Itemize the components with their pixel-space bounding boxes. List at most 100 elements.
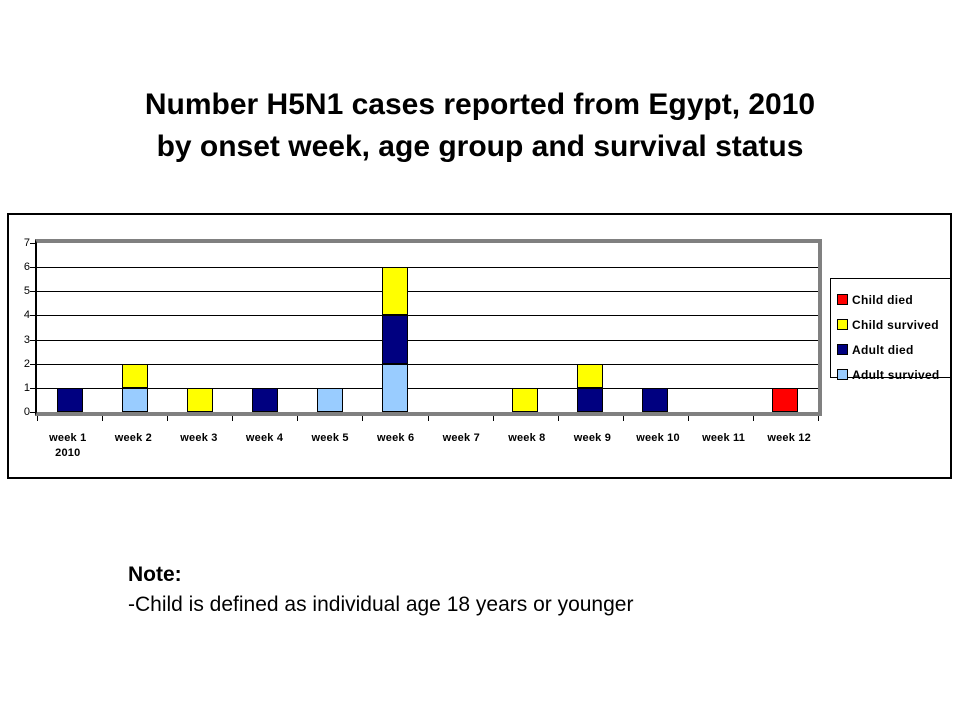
x-tick: [818, 416, 819, 421]
bar-segment: [381, 363, 408, 412]
bar-column: [167, 243, 232, 412]
gridline: [37, 267, 818, 269]
x-tick-label-text: week 7: [442, 432, 480, 444]
x-tick-label-text: week 9: [573, 432, 612, 444]
x-tick: [752, 416, 754, 421]
x-tick-label-text: week 5: [311, 432, 349, 444]
y-tick: [30, 315, 35, 317]
x-tick: [362, 416, 364, 421]
bar-segment: [121, 387, 148, 412]
x-tick-label-text: week 11: [702, 432, 746, 444]
note-body: -Child is defined as individual age 18 y…: [128, 593, 634, 616]
bar-column: [688, 243, 753, 412]
x-axis-year-label: 2010: [55, 447, 81, 459]
x-tick-label-text: week 2: [114, 432, 153, 444]
y-tick-label: 5: [23, 285, 30, 298]
bar-segment: [121, 363, 148, 388]
chart-title-line2: by onset week, age group and survival st…: [156, 130, 804, 163]
y-tick: [30, 339, 35, 341]
gridline: [37, 387, 818, 389]
legend-entry: Adult survived: [837, 362, 950, 387]
y-tick-label: 1: [23, 381, 30, 394]
x-tick-label: week 3: [166, 431, 232, 461]
y-tick-label: 6: [23, 261, 30, 274]
bar-segment: [577, 363, 604, 388]
y-tick: [30, 363, 35, 365]
x-tick-label: week 12: [756, 431, 822, 461]
bar-segment: [251, 387, 278, 412]
x-tick-label: week 4: [232, 431, 298, 461]
y-tick: [30, 412, 35, 413]
bar-column: [493, 243, 558, 412]
bar-segment: [186, 387, 213, 412]
legend-entry: Adult died: [837, 337, 950, 362]
bar-segment: [316, 387, 343, 412]
x-tick: [492, 416, 494, 421]
x-tick-label: week 6: [363, 431, 429, 461]
x-tick-label-text: week 1: [49, 432, 87, 444]
bar-column: [102, 243, 167, 412]
bar-segment: [577, 387, 604, 412]
x-tick: [37, 416, 38, 421]
x-tick-label: week 9: [560, 431, 626, 461]
bar-segment: [381, 315, 408, 364]
x-tick-label: week 7: [428, 431, 494, 461]
x-tick-label: week 11: [691, 431, 757, 461]
legend-entry: Child survived: [837, 312, 950, 337]
gridline: [37, 315, 818, 317]
legend-swatch: [837, 294, 848, 305]
legend: Child died Child survived Adult died Adult …: [830, 278, 951, 382]
y-tick-label: 4: [23, 309, 30, 322]
chart-title-line1: Number H5N1 cases reported from Egypt, 2…: [144, 88, 816, 121]
bar-column: [623, 243, 688, 412]
y-tick: [30, 267, 35, 269]
x-axis-labels: week 1 2010 week 2 week 3 week 4 week 5 week 6…: [35, 431, 822, 461]
x-tick-label-text: week 10: [636, 432, 680, 444]
x-axis-ticks: [37, 416, 819, 422]
bar-column: [37, 243, 102, 412]
bar-column: [232, 243, 297, 412]
bar-segment: [512, 387, 539, 412]
gridline: [37, 291, 818, 293]
y-tick: [30, 387, 35, 389]
x-tick: [557, 416, 559, 421]
x-tick: [297, 416, 299, 421]
y-tick-label: 2: [23, 357, 30, 370]
x-tick-label: week 8: [494, 431, 560, 461]
x-tick: [232, 416, 234, 421]
x-tick: [427, 416, 429, 421]
plot-area: [35, 239, 822, 416]
y-tick-label: 3: [23, 333, 30, 346]
x-tick-label-text: week 12: [767, 432, 811, 444]
x-tick-label-text: week 6: [377, 432, 415, 444]
bar-segment: [642, 387, 669, 412]
gridline: [37, 339, 818, 341]
legend-swatch: [837, 344, 848, 355]
legend-label: Adult died: [852, 342, 914, 357]
legend-label: Child survived: [852, 317, 939, 332]
bar-column: [428, 243, 493, 412]
legend-label: Adult survived: [852, 367, 940, 382]
y-tick-label: 7: [23, 237, 30, 249]
x-tick: [167, 416, 169, 421]
y-tick: [30, 291, 35, 293]
note: Note: -Child is defined as individual ag…: [128, 560, 633, 620]
bar-column: [558, 243, 623, 412]
note-heading: Note:: [128, 563, 182, 586]
x-tick: [622, 416, 624, 421]
legend-entry: Child died: [837, 287, 950, 312]
x-tick: [102, 416, 104, 421]
x-tick-label-text: week 4: [245, 432, 284, 444]
legend-label: Child died: [852, 292, 913, 307]
chart-title: Number H5N1 cases reported from Egypt, 2…: [0, 84, 960, 168]
bar-segment: [381, 267, 408, 316]
gridline: [37, 363, 818, 365]
x-tick-label: week 1 2010: [35, 431, 101, 461]
y-tick: [30, 243, 35, 244]
bar-column: [753, 243, 818, 412]
x-tick-label: week 10: [625, 431, 691, 461]
legend-swatch: [837, 369, 848, 380]
x-tick-label: week 2: [101, 431, 167, 461]
